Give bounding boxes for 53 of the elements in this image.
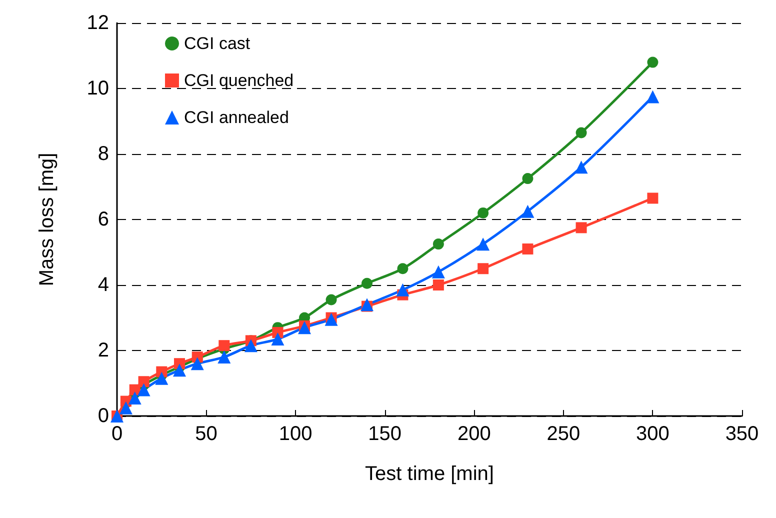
point <box>271 332 284 346</box>
x-tick-label: 100 <box>278 423 312 445</box>
y-tick-label: 10 <box>86 78 109 100</box>
point <box>432 280 444 290</box>
point <box>478 263 489 274</box>
point <box>478 207 489 218</box>
point <box>476 238 490 251</box>
point <box>298 321 311 334</box>
point <box>119 401 132 414</box>
y-tick-label: 4 <box>98 274 109 296</box>
point <box>137 383 150 396</box>
point <box>576 127 587 138</box>
point <box>173 364 186 377</box>
y-axis-title: Mass loss [mg] <box>36 152 58 286</box>
y-tick-label: 12 <box>86 12 109 34</box>
legend-label: CGI cast <box>184 34 250 53</box>
point <box>646 90 660 104</box>
point <box>326 294 337 306</box>
point <box>521 204 534 218</box>
x-tick-label: 200 <box>457 423 491 445</box>
point <box>576 222 587 234</box>
point <box>155 372 168 385</box>
point <box>647 192 658 204</box>
point <box>432 265 445 278</box>
point <box>128 391 142 404</box>
point <box>324 312 338 326</box>
point <box>244 339 258 352</box>
point <box>522 173 534 184</box>
y-tick-label: 8 <box>98 143 109 165</box>
x-tick-label: 350 <box>725 423 759 445</box>
point <box>574 160 588 174</box>
point <box>397 263 408 274</box>
x-tick-label: 150 <box>368 423 402 445</box>
point <box>522 243 534 254</box>
y-tick-label: 2 <box>98 340 109 362</box>
point <box>360 298 374 312</box>
y-tick-label: 6 <box>98 208 109 230</box>
x-axis-title: Test time [min] <box>365 463 494 485</box>
legend-label: CGI quenched <box>184 71 294 90</box>
x-tick-label: 250 <box>546 423 580 445</box>
point <box>138 376 150 388</box>
y-tick-label: 0 <box>98 405 109 427</box>
point <box>190 357 204 370</box>
point <box>432 238 444 250</box>
point <box>647 56 658 68</box>
point <box>396 283 410 296</box>
x-tick-label: 50 <box>195 423 218 445</box>
x-tick-label: 300 <box>636 423 670 445</box>
legend-label: CGI annealed <box>184 108 289 127</box>
point <box>362 278 372 289</box>
x-tick-label: 0 <box>111 423 123 445</box>
point <box>218 350 231 364</box>
point <box>218 340 230 352</box>
